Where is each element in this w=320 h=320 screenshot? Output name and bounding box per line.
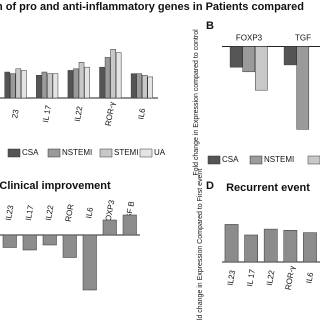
legend-swatch — [139, 148, 153, 158]
bar — [283, 46, 297, 66]
bar — [21, 70, 27, 99]
bar — [242, 46, 256, 73]
x-tick-label: IL6 — [304, 271, 315, 284]
bar — [229, 46, 243, 68]
x-tick-label: IL22 — [44, 204, 56, 221]
bar — [244, 234, 259, 263]
bar — [263, 228, 278, 263]
bar — [47, 73, 53, 99]
legend-swatch — [47, 148, 61, 158]
bar — [15, 68, 22, 99]
x-tick-label: IL 17 — [41, 104, 53, 123]
bar — [104, 57, 111, 99]
x-tick-label: IL6 — [136, 107, 147, 120]
bar — [255, 46, 268, 91]
x-tick-label: IL6 — [84, 206, 95, 219]
bar — [10, 73, 16, 99]
bar — [130, 73, 137, 99]
bar — [122, 214, 137, 236]
y-axis-label: Fold change in Expression compared to co… — [193, 29, 200, 176]
bar — [99, 66, 105, 99]
legend-label: CSA — [222, 155, 239, 164]
bar — [4, 71, 11, 99]
x-tick-label: IL 17 — [245, 268, 257, 287]
legend-label: STEMI — [114, 148, 138, 157]
bar — [78, 62, 85, 99]
x-tick-label: IL17 — [24, 204, 36, 221]
bar — [22, 234, 37, 251]
bar — [82, 234, 97, 291]
panel-label: B — [206, 20, 214, 32]
bar — [224, 224, 239, 263]
bar — [42, 234, 57, 246]
y-axis-label: Fold change in Expression Compared to Fi… — [197, 169, 204, 320]
bar — [136, 73, 142, 99]
chart-title: n of pro and anti-inflammatory genes in … — [0, 1, 304, 13]
x-tick-label: TGF — [295, 34, 311, 43]
x-tick-label: 23 — [10, 108, 21, 119]
panel-label: D — [206, 180, 214, 192]
x-tick-label: IL22 — [73, 105, 85, 122]
legend-swatch — [207, 155, 221, 165]
bar — [115, 52, 122, 99]
legend-label: UA — [154, 148, 166, 157]
x-tick-label: IL22 — [265, 269, 277, 286]
x-tick-label: ROR-γ — [284, 265, 297, 291]
x-tick-label: IL23 — [226, 269, 238, 286]
chart-title: Clinical improvement — [0, 180, 111, 192]
bar — [110, 49, 116, 99]
bar — [2, 234, 17, 248]
legend-label: CSA — [22, 148, 39, 157]
bar — [73, 68, 79, 99]
bar — [283, 230, 298, 263]
chart-title: Recurrent event — [226, 182, 310, 194]
legend-swatch — [307, 155, 320, 165]
bar — [296, 46, 310, 130]
x-tick-label: IL23 — [4, 204, 16, 221]
legend-label: NSTEMI — [62, 148, 92, 157]
bar — [67, 70, 74, 99]
bar — [52, 73, 59, 99]
bar — [141, 75, 148, 99]
x-tick-label: FOXP3 — [236, 34, 263, 43]
legend-swatch — [99, 148, 113, 158]
x-tick-label: ROR — [64, 203, 76, 222]
bar — [147, 76, 154, 99]
x-tick-label: ROR-γ — [104, 101, 117, 127]
legend-swatch — [249, 155, 263, 165]
bar — [36, 75, 42, 99]
bar — [102, 219, 117, 236]
bar — [41, 71, 48, 99]
legend-swatch — [7, 148, 21, 158]
legend-label: NSTEMI — [264, 155, 294, 164]
bar — [84, 66, 90, 99]
bar — [303, 232, 317, 263]
bar — [62, 234, 77, 258]
